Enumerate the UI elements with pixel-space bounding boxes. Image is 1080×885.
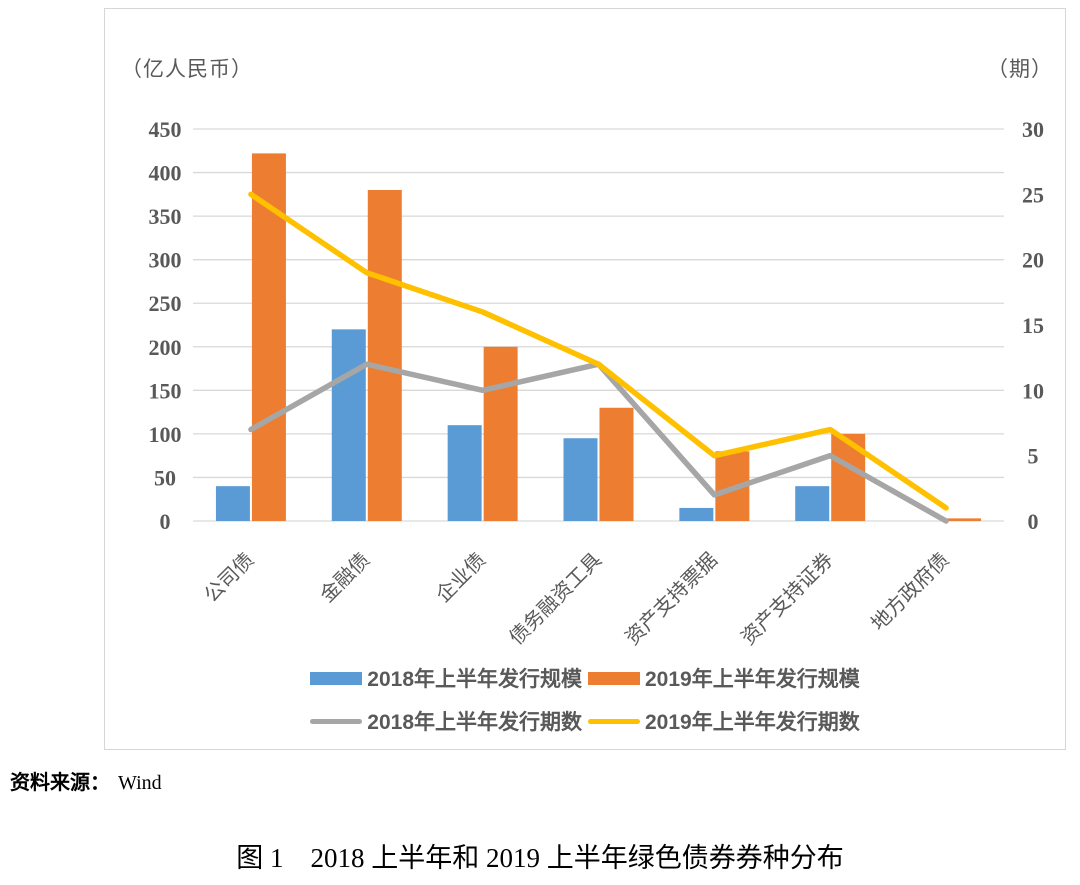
left-axis-unit-label: （亿人民币） xyxy=(121,58,253,81)
bar-2019年上半年发行规模 xyxy=(367,189,402,521)
bar-2018年上半年发行规模 xyxy=(563,438,598,521)
bar-2018年上半年发行规模 xyxy=(215,486,250,521)
source-note: 资料来源： Wind xyxy=(10,766,162,795)
left-axis-tick-label: 50 xyxy=(154,465,176,490)
legend-item-2019-issues: 2019年上半年发行期数 xyxy=(588,706,860,736)
bar-2019年上半年发行规模 xyxy=(483,346,518,521)
left-axis-tick-label: 200 xyxy=(149,335,182,360)
right-axis-tick-label: 0 xyxy=(1028,509,1039,534)
legend-label-2019-issues: 2019年上半年发行期数 xyxy=(645,711,860,734)
legend-swatch-2018-issues-line xyxy=(310,718,363,724)
category-label: 公司债 xyxy=(200,548,259,607)
left-axis-tick-label: 0 xyxy=(160,509,171,534)
right-axis-tick-label: 5 xyxy=(1028,444,1039,469)
legend-item-2019-scale: 2019年上半年发行规模 xyxy=(588,663,860,693)
category-label: 债务融资工具 xyxy=(505,548,606,649)
legend-label-2018-issues: 2018年上半年发行期数 xyxy=(367,711,582,734)
combo-chart: 0 50 100 150 200 250 300 350 400 450 0 5 10 15 20 25 30 公… xyxy=(149,117,1045,649)
source-label: 资料来源： xyxy=(10,772,110,794)
line-2019年上半年发行期数 xyxy=(248,191,949,511)
bar-2018年上半年发行规模 xyxy=(447,425,482,521)
source-value: Wind xyxy=(118,772,162,794)
bar-2019年上半年发行规模 xyxy=(947,518,982,521)
category-label: 企业债 xyxy=(431,548,490,607)
right-axis-tick-label: 25 xyxy=(1022,182,1044,207)
legend-label-2019-scale: 2019年上半年发行规模 xyxy=(645,668,860,691)
right-axis-tick-label: 15 xyxy=(1022,313,1044,338)
figure-caption: 图 1 2018 上半年和 2019 上半年绿色债券券种分布 xyxy=(236,843,844,873)
right-axis-unit-label: （期） xyxy=(987,58,1053,81)
right-axis-tick-label: 30 xyxy=(1022,117,1044,142)
chart-panel: （亿人民币） （期） 0 50 100 150 200 250 300 350 400 450 0 5… xyxy=(104,8,1066,750)
category-label: 地方政府债 xyxy=(867,548,954,635)
left-axis-tick-label: 450 xyxy=(149,117,182,142)
left-axis-tick-label: 350 xyxy=(149,204,182,229)
left-axis-tick-label: 100 xyxy=(149,422,182,447)
legend-row-lines: 2018年上半年发行期数 2019年上半年发行期数 xyxy=(310,706,860,736)
chart-legend: 2018年上半年发行规模 2019年上半年发行规模 2018年上半年发行期数 2… xyxy=(105,663,1065,736)
legend-label-2018-scale: 2018年上半年发行规模 xyxy=(367,668,582,691)
right-axis-tick-label: 10 xyxy=(1022,378,1044,403)
bar-2018年上半年发行规模 xyxy=(795,486,830,521)
left-axis-tick-label: 400 xyxy=(149,161,182,186)
bar-2018年上半年发行规模 xyxy=(331,329,366,521)
legend-swatch-2018-scale-bar xyxy=(310,671,363,685)
left-axis-tick-label: 150 xyxy=(149,378,182,403)
legend-item-2018-scale: 2018年上半年发行规模 xyxy=(310,663,582,693)
left-axis-tick-label: 250 xyxy=(149,291,182,316)
category-label: 资产支持票据 xyxy=(621,548,722,649)
bar-2018年上半年发行规模 xyxy=(679,507,714,521)
legend-row-bars: 2018年上半年发行规模 2019年上半年发行规模 xyxy=(310,663,860,693)
legend-swatch-2019-issues-line xyxy=(588,718,640,724)
legend-swatch-2019-scale-bar xyxy=(588,671,640,685)
left-axis-tick-label: 300 xyxy=(149,248,182,273)
right-axis-tick-label: 20 xyxy=(1022,248,1044,273)
bar-2019年上半年发行规模 xyxy=(599,407,634,521)
legend-item-2018-issues: 2018年上半年发行期数 xyxy=(310,706,582,736)
category-label: 金融债 xyxy=(316,548,375,607)
category-label: 资产支持证券 xyxy=(737,548,838,649)
